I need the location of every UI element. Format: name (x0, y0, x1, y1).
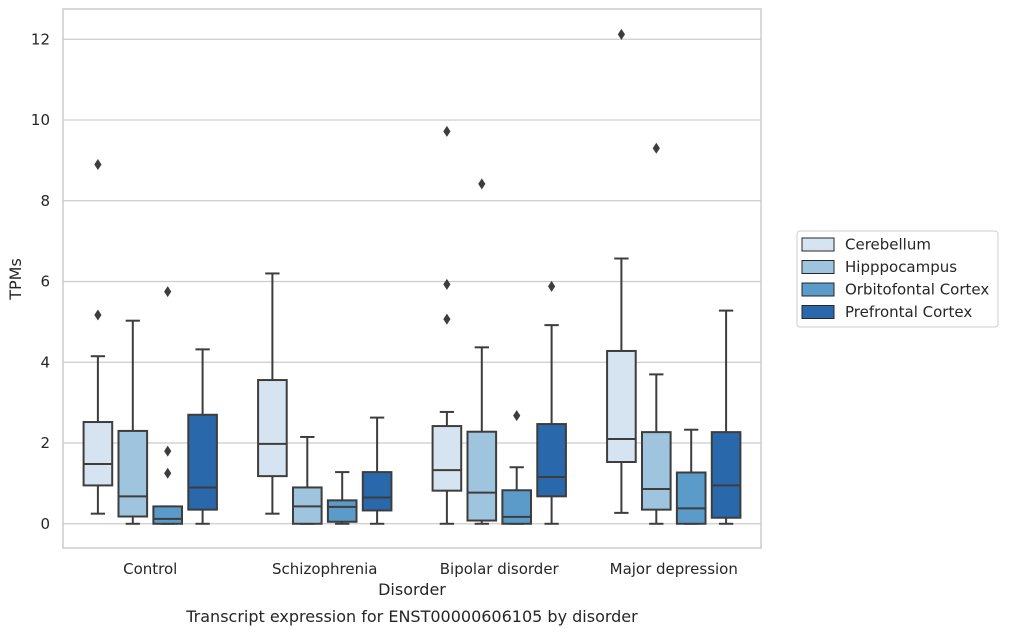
y-tick-label-2: 2 (40, 434, 50, 452)
legend-swatch (801, 237, 835, 252)
box-iqr (187, 413, 218, 511)
box-2-3 (536, 280, 567, 525)
outlier-point (478, 178, 486, 190)
box-iqr (536, 423, 567, 498)
box-2-1 (466, 178, 498, 525)
plot-frame (62, 8, 762, 549)
x-tick-label: Control (123, 560, 177, 578)
outlier-point (548, 280, 556, 292)
outlier-point (164, 286, 172, 298)
y-tick-label-12: 12 (31, 30, 50, 48)
box-iqr (675, 471, 707, 525)
box-iqr (82, 421, 114, 487)
legend: Cerebellum Hipppocampus Orbitofontal Corte… (796, 230, 999, 328)
box-iqr (361, 471, 393, 512)
box-1-3 (361, 416, 393, 525)
x-tick-label: Major depression (610, 560, 738, 578)
box-2-0 (431, 125, 463, 525)
box-2-2 (501, 410, 533, 525)
outlier-point (164, 467, 172, 479)
y-axis-label: TPMs (6, 258, 25, 301)
outlier-point (94, 158, 102, 170)
legend-label: Prefrontal Cortex (845, 303, 972, 321)
chart-caption: Transcript expression for ENST0000060610… (185, 607, 638, 626)
outlier-point (94, 309, 102, 321)
box-1-2 (326, 471, 358, 525)
legend-frame (796, 230, 999, 328)
box-iqr (152, 505, 184, 525)
box-iqr (326, 499, 358, 523)
x-tick-label: Schizophrenia (272, 560, 377, 578)
grid-lines (63, 38, 761, 525)
y-tick-label-0: 0 (40, 515, 50, 533)
box-0-1 (117, 319, 149, 525)
legend-label: Orbitofontal Cortex (845, 281, 989, 299)
box-0-0 (82, 158, 114, 515)
x-axis-label: Disorder (378, 580, 446, 599)
x-axis-ticks: Control Schizophrenia Bipolar disorder Majo… (123, 560, 738, 578)
outlier-point (617, 28, 625, 40)
outlier-point (443, 125, 451, 137)
box-3-0 (606, 28, 637, 514)
box-3-2 (675, 428, 707, 525)
legend-swatch (801, 305, 835, 319)
y-tick-label-8: 8 (40, 192, 50, 210)
box-iqr (431, 425, 463, 492)
outlier-point (513, 410, 521, 422)
y-tick-label-6: 6 (40, 273, 50, 291)
box-iqr (117, 429, 149, 518)
box-0-3 (187, 348, 218, 525)
outlier-point (164, 445, 172, 457)
y-axis-ticks: 0 2 4 6 8 10 12 (31, 30, 50, 532)
box-1-0 (257, 272, 288, 515)
box-series (82, 28, 742, 525)
box-0-2 (152, 286, 184, 525)
legend-label: Cerebellum (845, 236, 931, 254)
outlier-point (652, 142, 660, 154)
y-tick-label-10: 10 (31, 111, 50, 129)
box-iqr (710, 431, 742, 519)
legend-swatch (801, 260, 835, 274)
y-tick-label-4: 4 (40, 353, 50, 371)
box-iqr (501, 489, 533, 525)
box-iqr (466, 430, 498, 522)
x-tick-label: Bipolar disorder (440, 560, 560, 578)
box-iqr (606, 349, 637, 464)
outlier-point (443, 313, 451, 325)
outlier-point (443, 278, 451, 290)
box-1-1 (291, 435, 323, 525)
legend-swatch (801, 282, 835, 297)
box-3-3 (710, 309, 742, 525)
legend-label: Hipppocampus (845, 258, 957, 276)
box-iqr (257, 379, 288, 478)
box-3-1 (640, 142, 672, 525)
box-iqr (640, 431, 672, 511)
